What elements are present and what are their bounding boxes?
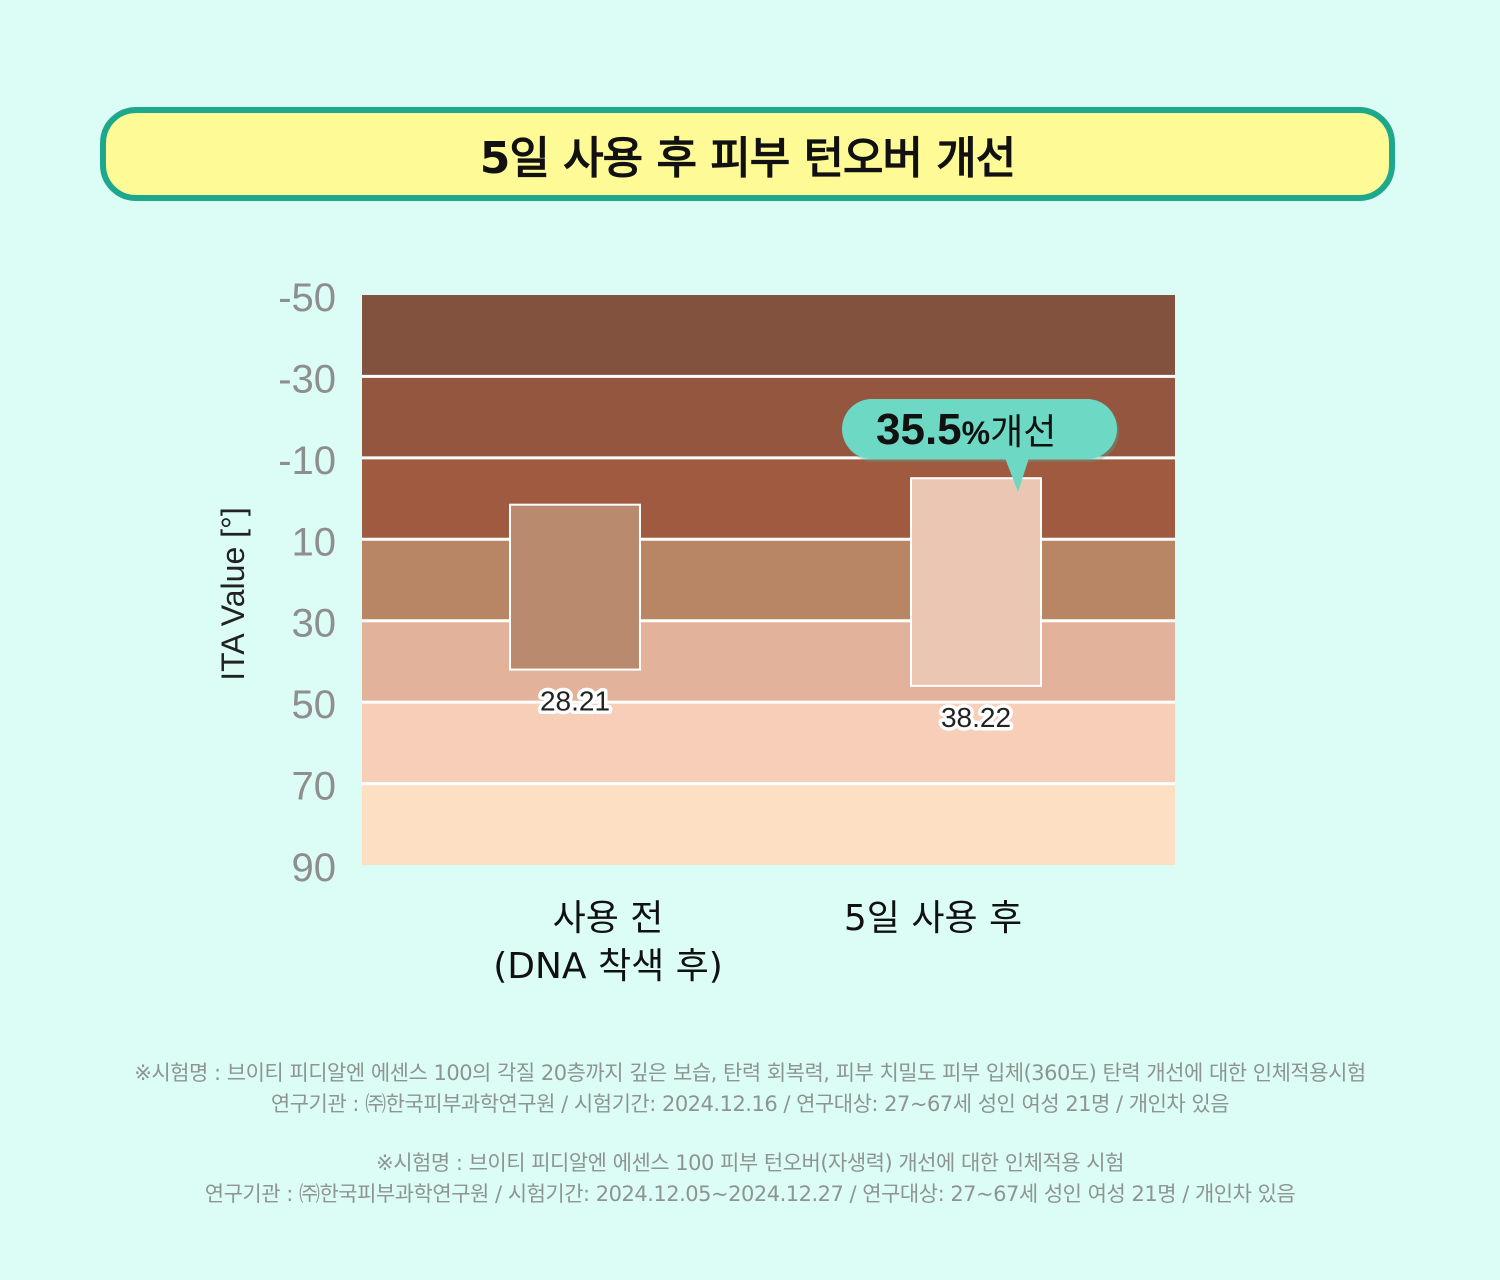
footnote-study-1: ※시험명 : 브이티 피디알엔 에센스 100의 각질 20층까지 깊은 보습,…	[134, 1061, 1366, 1085]
y-tick-label: 70	[292, 765, 337, 809]
footnote-institute-2: 연구기관 : ㈜한국피부과학연구원 / 시험기간: 2024.12.05~202…	[204, 1182, 1296, 1206]
bar-value-label: 28.21	[540, 686, 610, 717]
bar-1	[509, 503, 641, 671]
callout-percent: %	[962, 415, 990, 451]
y-tick-label: 30	[292, 602, 337, 646]
callout-pointer	[1005, 458, 1029, 492]
band-5	[362, 702, 1175, 784]
footnote-study-2: ※시험명 : 브이티 피디알엔 에센스 100 피부 턴오버(자생력) 개선에 …	[376, 1151, 1124, 1175]
callout-label: 개선	[990, 412, 1056, 453]
callout-value: 35.5	[876, 405, 962, 454]
y-tick-label: 50	[292, 683, 337, 727]
title-banner: 5일 사용 후 피부 턴오버 개선	[100, 107, 1395, 201]
x-category-label: 5일 사용 후	[844, 898, 1022, 939]
callout-text: 35.5%개선	[876, 405, 1056, 454]
footnote-institute-1: 연구기관 : ㈜한국피부과학연구원 / 시험기간: 2024.12.16 / 연…	[270, 1092, 1230, 1116]
ita-chart: -50 -30 -10 10 30 50 70 90 ITA Value [°] 28.21 사용 …	[215, 276, 1175, 987]
x-category-label: 사용 전	[553, 898, 664, 939]
band-4	[362, 620, 1175, 703]
x-category-label: (DNA 착색 후)	[493, 946, 723, 987]
y-axis-label: ITA Value [°]	[215, 507, 251, 680]
band-0	[362, 295, 1175, 377]
callout-bubble	[842, 399, 1117, 459]
y-tick-label: -50	[278, 276, 336, 320]
y-tick-label: -30	[278, 357, 336, 401]
footnotes: ※시험명 : 브이티 피디알엔 에센스 100의 각질 20층까지 깊은 보습,…	[0, 1058, 1500, 1210]
y-tick-label: -10	[278, 439, 336, 483]
bar-value-label: 38.22	[941, 702, 1011, 733]
band-3	[362, 539, 1175, 621]
band-6	[362, 783, 1175, 865]
y-tick-label: 10	[292, 520, 337, 564]
y-tick-label: 90	[292, 846, 337, 890]
page-title: 5일 사용 후 피부 턴오버 개선	[479, 133, 1016, 184]
bar-2	[910, 477, 1042, 687]
band-2	[362, 457, 1175, 540]
